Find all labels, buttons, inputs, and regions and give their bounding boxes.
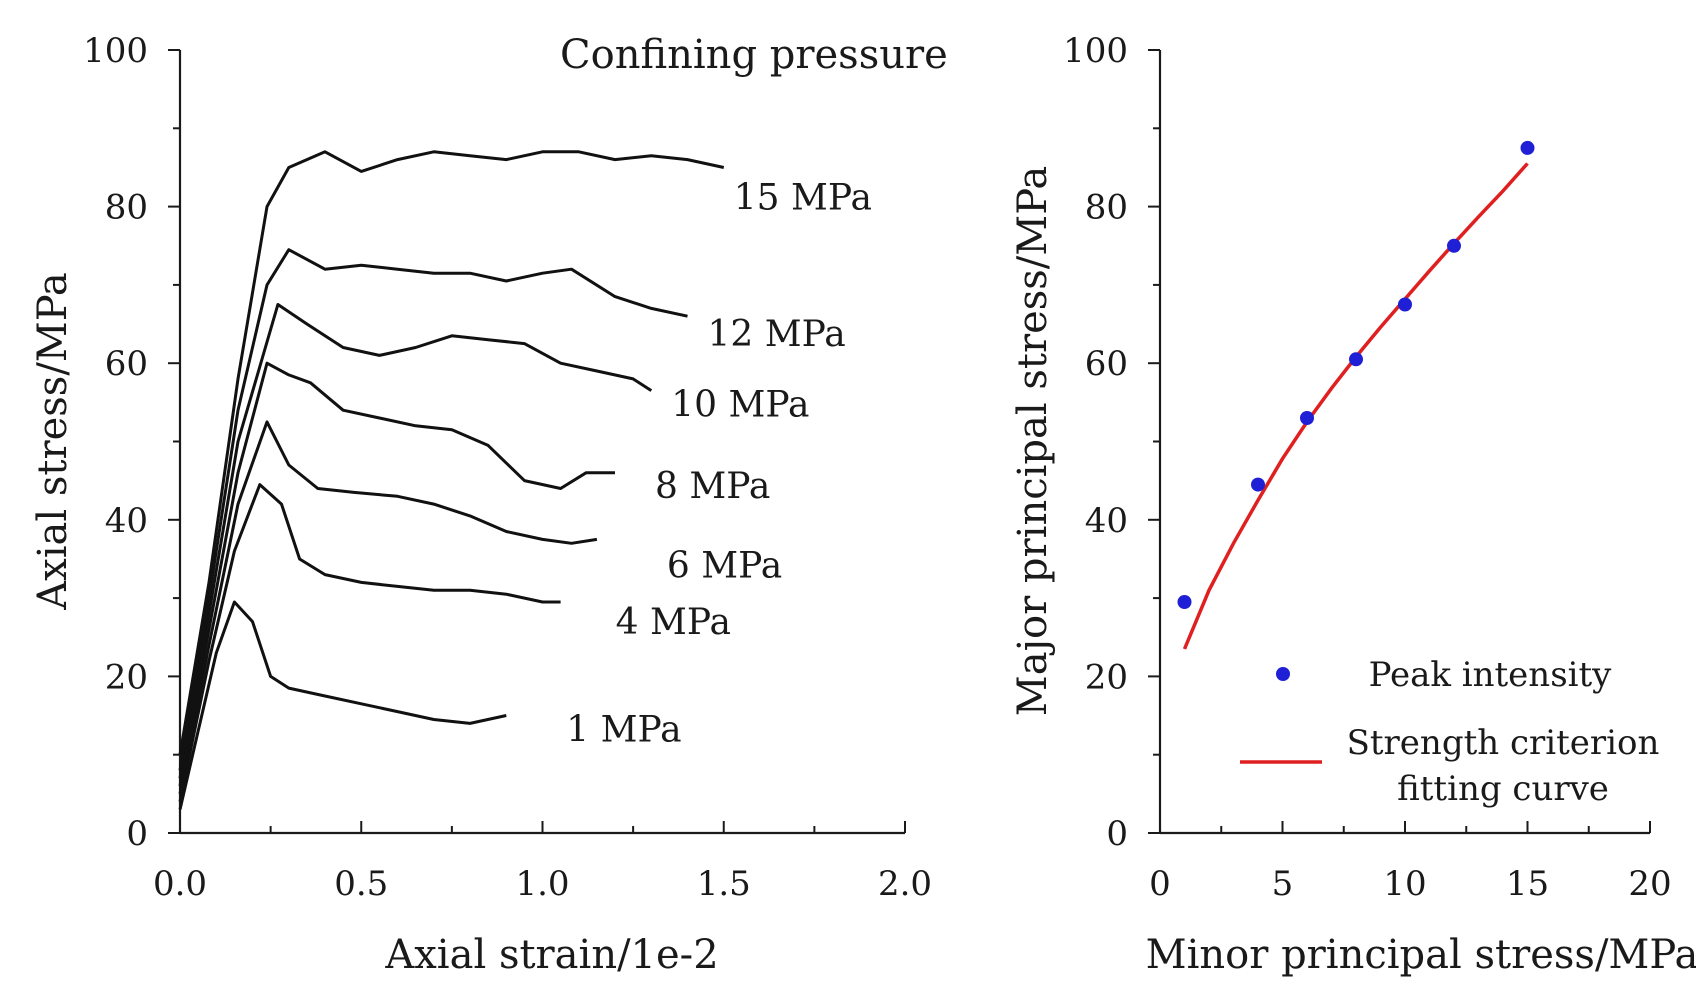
peak-intensity-point <box>1349 352 1363 367</box>
peak-intensity-point <box>1447 238 1461 253</box>
y-tick-label: 20 <box>105 657 148 697</box>
peak-intensity-point <box>1251 477 1265 492</box>
x-axis-title: Axial strain/1e-2 <box>384 932 718 978</box>
x-tick-label: 20 <box>1628 864 1671 904</box>
curve-15-mpa <box>178 150 725 755</box>
y-tick-label: 60 <box>1085 344 1128 384</box>
x-tick-label: 10 <box>1383 864 1426 904</box>
x-tick-label: 0.5 <box>334 864 388 904</box>
fit-curve-layer <box>1182 162 1529 650</box>
legend-point-marker <box>1276 667 1290 681</box>
x-tick-label: 1.5 <box>697 864 751 904</box>
stress-strain-curves <box>178 150 725 810</box>
series-label-4-mpa: 4 MPa <box>616 602 731 643</box>
curve-8-mpa <box>178 361 615 787</box>
stress-strain-ticks: 0.0 0.5 1.0 1.5 2.0 0 20 40 60 80 100 <box>83 31 932 904</box>
series-label-6-mpa: 6 MPa <box>667 545 782 586</box>
legend-fit-line2: fitting curve <box>1397 769 1609 809</box>
y-axis-title: Major principal stress/MPa <box>1010 166 1056 716</box>
y-axis-title: Axial stress/MPa <box>30 272 76 610</box>
stress-strain-series-labels: 1 MPa 4 MPa 6 MPa 8 MPa 10 MPa 12 MPa 15 MPa <box>566 177 872 750</box>
y-tick-label: 80 <box>105 188 148 228</box>
y-tick-label: 60 <box>105 344 148 384</box>
x-tick-label: 0.0 <box>153 864 207 904</box>
y-tick-label: 40 <box>1085 501 1128 541</box>
y-tick-label: 40 <box>105 501 148 541</box>
strength-criterion-fit-line <box>1182 162 1529 650</box>
series-label-12-mpa: 12 MPa <box>708 314 846 355</box>
peak-points-layer <box>1177 140 1535 609</box>
x-axis-title: Minor principal stress/MPa <box>1146 932 1696 978</box>
legend-peak-intensity: Peak intensity <box>1369 655 1613 695</box>
curve-10-mpa <box>178 303 653 779</box>
series-label-10-mpa: 10 MPa <box>671 385 809 426</box>
curve-4-mpa <box>178 483 561 803</box>
confining-pressure-annotation: Confining pressure <box>560 32 948 78</box>
curve-1-mpa <box>178 600 507 810</box>
series-label-8-mpa: 8 MPa <box>655 466 770 507</box>
principal-stress-chart: 0 5 10 15 20 0 20 40 60 80 100 Peak intensity Stre… <box>1010 31 1696 978</box>
series-label-15-mpa: 15 MPa <box>734 177 872 218</box>
peak-intensity-point <box>1300 411 1314 425</box>
x-tick-label: 1.0 <box>515 864 569 904</box>
peak-intensity-point <box>1520 140 1535 155</box>
curve-6-mpa <box>178 420 598 795</box>
y-tick-label: 0 <box>126 814 148 854</box>
y-tick-label: 100 <box>83 31 148 71</box>
y-tick-label: 0 <box>1106 814 1128 854</box>
y-tick-label: 20 <box>1085 657 1128 697</box>
x-tick-label: 15 <box>1506 864 1549 904</box>
peak-intensity-point <box>1398 297 1412 312</box>
x-tick-label: 2.0 <box>878 864 932 904</box>
stress-strain-chart: 0.0 0.5 1.0 1.5 2.0 0 20 40 60 80 100 1 MPa 4 MPa 6 … <box>30 31 948 978</box>
legend: Peak intensity Strength criterion fittin… <box>1240 655 1659 809</box>
x-tick-label: 5 <box>1272 864 1294 904</box>
curve-12-mpa <box>178 248 688 771</box>
y-tick-label: 80 <box>1085 188 1128 228</box>
principal-stress-axes <box>1158 50 1650 835</box>
y-tick-label: 100 <box>1063 31 1128 71</box>
series-label-1-mpa: 1 MPa <box>566 710 681 751</box>
x-tick-label: 0 <box>1149 864 1171 904</box>
legend-fit-line1: Strength criterion <box>1347 723 1660 763</box>
peak-intensity-point <box>1177 595 1192 609</box>
principal-stress-ticks: 0 5 10 15 20 0 20 40 60 80 100 <box>1063 31 1672 904</box>
